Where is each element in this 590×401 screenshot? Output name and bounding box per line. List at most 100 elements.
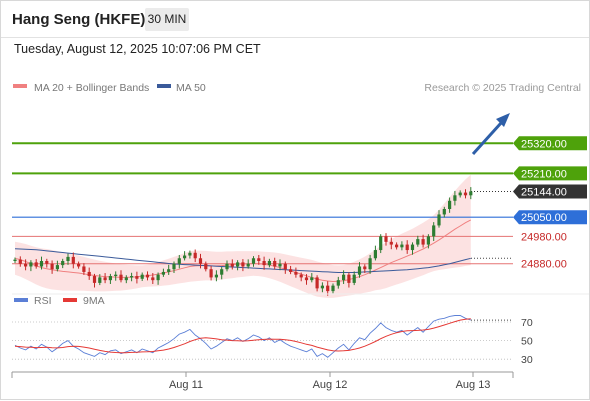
candle-body: [188, 252, 192, 256]
candle-body: [400, 244, 404, 248]
candle-body: [395, 244, 399, 248]
candle-body: [177, 258, 181, 264]
candle-body: [384, 236, 388, 242]
candle-body: [299, 274, 303, 278]
level-tag-target: [513, 166, 587, 181]
candle-body: [50, 263, 54, 270]
rsi-ma-legend-label: 9MA: [83, 295, 105, 307]
candle-body: [379, 236, 383, 251]
rsi-tick-label: 50: [521, 336, 533, 348]
rsi-legend-swatch: [14, 298, 28, 302]
candle-body: [24, 263, 28, 267]
candle-body: [87, 271, 91, 277]
candle-body: [405, 244, 409, 251]
candle-body: [326, 285, 330, 292]
level-tag-current: [513, 184, 587, 199]
candle-body: [135, 276, 139, 279]
candle-body: [114, 274, 118, 277]
candle-body: [198, 258, 203, 264]
candle-body: [373, 250, 377, 259]
bollinger-band: [15, 174, 471, 298]
candle-body: [13, 259, 17, 261]
candle-body: [389, 241, 393, 245]
rsi-ma-legend-swatch: [63, 298, 77, 302]
candle-body: [241, 262, 245, 267]
rsi-tick-label: 70: [521, 317, 533, 329]
candle-body: [214, 274, 218, 278]
candle-body: [289, 269, 293, 272]
rsi-tick-label: 30: [521, 354, 533, 366]
candle-body: [236, 262, 240, 267]
candle-body: [448, 200, 452, 209]
candle-body: [98, 277, 102, 283]
candle-body: [458, 192, 462, 196]
candle-body: [130, 276, 134, 278]
candle-body: [273, 260, 277, 267]
ma50-legend-swatch: [157, 84, 171, 88]
candle-body: [119, 274, 123, 281]
candle-body: [172, 263, 176, 270]
level-tag-pivot: [513, 210, 587, 225]
candle-body: [66, 256, 70, 261]
candle-body: [61, 260, 65, 266]
ma50-legend-label: MA 50: [176, 82, 206, 94]
candle-body: [283, 263, 287, 270]
candle-body: [193, 252, 197, 259]
candle-body: [469, 191, 473, 196]
candle-body: [77, 263, 81, 267]
candle-body: [257, 258, 261, 261]
level-label-support: 24880.00: [521, 259, 567, 271]
candle-body: [161, 271, 165, 275]
candle-body: [92, 276, 97, 283]
timeframe-button[interactable]: 30 MIN: [145, 8, 189, 31]
forecast-arrow-head: [496, 113, 510, 127]
candle-body: [209, 269, 213, 278]
candle-body: [421, 239, 425, 245]
chart-header: Hang Seng (HKFE) 30 MIN: [1, 1, 589, 38]
time-axis-label: Aug 13: [456, 379, 491, 391]
candle-body: [331, 285, 335, 292]
candle-body: [294, 271, 298, 275]
rsi-legend-label: RSI: [34, 295, 52, 307]
candle-body: [145, 274, 150, 278]
candle-body: [108, 276, 112, 281]
level-label-target: 25320.00: [521, 138, 567, 150]
candle-body: [230, 263, 234, 267]
rsi-ma-line: [14, 318, 471, 354]
ma20-legend-swatch: [13, 84, 27, 88]
candle-body: [342, 274, 346, 281]
candle-body: [442, 208, 446, 215]
candle-body: [39, 260, 44, 267]
timestamp: Tuesday, August 12, 2025 10:07:06 PM CET: [14, 42, 261, 56]
candle-body: [310, 277, 314, 281]
candle-body: [29, 262, 33, 267]
candle-body: [151, 277, 155, 281]
level-label-support: 24980.00: [521, 231, 567, 243]
copyright-text: Research © 2025 Trading Central: [424, 82, 581, 94]
candle-body: [167, 269, 171, 272]
candle-body: [352, 274, 356, 283]
candle-body: [357, 266, 362, 275]
candle-body: [246, 263, 250, 267]
candle-body: [262, 260, 266, 266]
instrument-title: Hang Seng (HKFE): [12, 11, 146, 28]
candle-body: [278, 263, 282, 267]
candle-body: [45, 260, 49, 264]
level-label-current: 25144.00: [521, 186, 567, 198]
candle-body: [34, 262, 38, 267]
candle-body: [416, 239, 420, 245]
candle-body: [220, 269, 224, 275]
time-axis-label: Aug 11: [169, 379, 203, 391]
candle-body: [124, 277, 128, 281]
candle-body: [55, 265, 59, 270]
candle-body: [432, 225, 436, 237]
candle-body: [320, 285, 324, 289]
candle-body: [204, 263, 208, 270]
candle-body: [183, 255, 187, 259]
candle-body: [82, 266, 86, 272]
candle-body: [347, 274, 351, 283]
candle-body: [251, 258, 256, 264]
ma20-legend-label: MA 20 + Bollinger Bands: [34, 82, 149, 94]
